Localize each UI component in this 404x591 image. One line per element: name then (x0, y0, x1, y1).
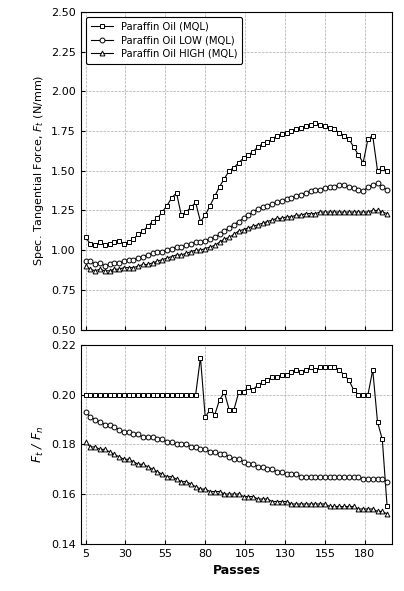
Paraffin Oil LOW (MQL) (385, 186, 389, 193)
Paraffin Oil (MQL) (93, 242, 98, 249)
Line: Paraffin Oil LOW (MQL): Paraffin Oil LOW (MQL) (83, 181, 389, 268)
Paraffin Oil (MQL) (313, 119, 318, 126)
Paraffin Oil HIGH (MQL) (280, 215, 284, 222)
Paraffin Oil HIGH (MQL) (83, 262, 88, 269)
Paraffin Oil HIGH (MQL) (126, 264, 131, 271)
Paraffin Oil HIGH (MQL) (370, 207, 375, 214)
Paraffin Oil HIGH (MQL) (213, 242, 217, 249)
Y-axis label: $F_t$ / $F_n$: $F_t$ / $F_n$ (30, 426, 46, 463)
Paraffin Oil LOW (MQL) (284, 196, 289, 203)
Paraffin Oil LOW (MQL) (236, 218, 241, 225)
Paraffin Oil HIGH (MQL) (255, 221, 260, 228)
Legend: Paraffin Oil (MQL), Paraffin Oil LOW (MQL), Paraffin Oil HIGH (MQL): Paraffin Oil (MQL), Paraffin Oil LOW (MQ… (86, 17, 242, 64)
Paraffin Oil (MQL) (236, 159, 241, 166)
Line: Paraffin Oil HIGH (MQL): Paraffin Oil HIGH (MQL) (83, 208, 389, 273)
Paraffin Oil (MQL) (126, 239, 131, 246)
Paraffin Oil (MQL) (255, 144, 260, 151)
Paraffin Oil (MQL) (280, 131, 284, 138)
X-axis label: Passes: Passes (213, 564, 260, 577)
Paraffin Oil HIGH (MQL) (385, 210, 389, 217)
Paraffin Oil LOW (MQL) (255, 205, 260, 212)
Paraffin Oil HIGH (MQL) (93, 267, 98, 274)
Y-axis label: Spec. Tangential Force, $F_t$ (N/mm): Spec. Tangential Force, $F_t$ (N/mm) (32, 75, 46, 267)
Paraffin Oil LOW (MQL) (213, 234, 217, 241)
Paraffin Oil (MQL) (385, 167, 389, 174)
Paraffin Oil LOW (MQL) (280, 197, 284, 204)
Paraffin Oil HIGH (MQL) (284, 213, 289, 220)
Paraffin Oil LOW (MQL) (375, 180, 380, 187)
Paraffin Oil LOW (MQL) (83, 258, 88, 265)
Paraffin Oil (MQL) (83, 234, 88, 241)
Paraffin Oil HIGH (MQL) (236, 228, 241, 235)
Line: Paraffin Oil (MQL): Paraffin Oil (MQL) (83, 121, 389, 248)
Paraffin Oil LOW (MQL) (102, 262, 107, 269)
Paraffin Oil (MQL) (213, 193, 217, 200)
Paraffin Oil (MQL) (284, 129, 289, 136)
Paraffin Oil LOW (MQL) (126, 256, 131, 263)
